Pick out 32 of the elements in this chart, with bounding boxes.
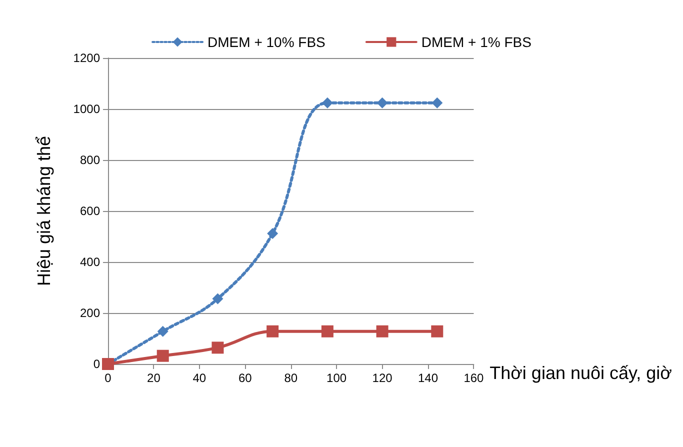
point xyxy=(212,342,224,354)
y-tick-label: 0 xyxy=(93,357,100,371)
y-tick-label: 400 xyxy=(80,255,100,269)
x-tick-label: 140 xyxy=(418,371,438,385)
point xyxy=(157,326,168,337)
y-tick-label: 200 xyxy=(80,306,100,320)
point xyxy=(267,228,278,239)
point xyxy=(321,325,334,338)
point xyxy=(156,350,169,362)
y-tick-label: 800 xyxy=(80,153,100,167)
y-tick-label: 600 xyxy=(80,204,100,218)
x-tick-label: 160 xyxy=(464,371,484,385)
x-axis-title: Thời gian nuôi cấy, giờ xyxy=(490,363,672,383)
point xyxy=(432,97,443,108)
point xyxy=(322,97,333,108)
y-axis-title: Hiệu giá kháng thể xyxy=(34,136,54,286)
x-tick-label: 100 xyxy=(326,371,347,385)
point xyxy=(376,325,388,338)
x-tick-label: 60 xyxy=(238,371,252,385)
point xyxy=(431,325,444,338)
x-tick-label: 40 xyxy=(192,371,206,385)
legend-label: DMEM + 10% FBS xyxy=(208,34,326,50)
y-tick-label: 1200 xyxy=(73,51,100,65)
x-tick-label: 80 xyxy=(284,371,298,385)
legend-label: DMEM + 1% FBS xyxy=(421,34,532,50)
point xyxy=(376,97,388,108)
x-tick-label: 120 xyxy=(372,371,393,385)
x-tick-label: 20 xyxy=(147,371,161,385)
x-tick-label: 0 xyxy=(104,371,112,385)
y-tick-label: 1000 xyxy=(73,102,100,116)
point xyxy=(212,293,224,304)
point xyxy=(266,325,279,338)
